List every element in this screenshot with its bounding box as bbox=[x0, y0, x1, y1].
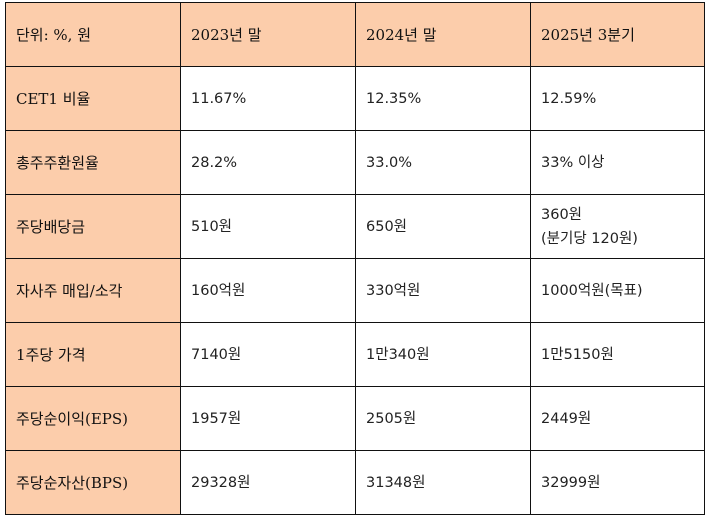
table-row: 자사주 매입/소각 160억원 330억원 1000억원(목표) bbox=[5, 258, 705, 323]
column-header-2025q3: 2025년 3분기 bbox=[530, 2, 705, 67]
row-label: 자사주 매입/소각 bbox=[5, 258, 181, 323]
table-cell: 510원 bbox=[180, 194, 356, 259]
table-cell: 33% 이상 bbox=[530, 130, 705, 195]
table-row: CET1 비율 11.67% 12.35% 12.59% bbox=[5, 66, 705, 131]
table-cell: 29328원 bbox=[180, 450, 356, 515]
table-cell: 2449원 bbox=[530, 386, 705, 451]
header-row: 단위: %, 원 2023년 말 2024년 말 2025년 3분기 bbox=[5, 2, 705, 67]
table-cell: 7140원 bbox=[180, 322, 356, 387]
table-cell: 330억원 bbox=[355, 258, 531, 323]
table-row: 주당순이익(EPS) 1957원 2505원 2449원 bbox=[5, 386, 705, 451]
table-cell: 360원 (분기당 120원) bbox=[530, 194, 705, 259]
row-label: CET1 비율 bbox=[5, 66, 181, 131]
table-cell: 12.59% bbox=[530, 66, 705, 131]
table-cell: 160억원 bbox=[180, 258, 356, 323]
table-cell: 32999원 bbox=[530, 450, 705, 515]
table-row: 주당배당금 510원 650원 360원 (분기당 120원) bbox=[5, 194, 705, 259]
row-label: 주당순자산(BPS) bbox=[5, 450, 181, 515]
table-cell: 11.67% bbox=[180, 66, 356, 131]
table-cell: 31348원 bbox=[355, 450, 531, 515]
row-label: 1주당 가격 bbox=[5, 322, 181, 387]
row-label: 주당배당금 bbox=[5, 194, 181, 259]
table-cell: 2505원 bbox=[355, 386, 531, 451]
table-cell: 1957원 bbox=[180, 386, 356, 451]
unit-header: 단위: %, 원 bbox=[5, 2, 181, 67]
row-label: 주당순이익(EPS) bbox=[5, 386, 181, 451]
table-cell: 28.2% bbox=[180, 130, 356, 195]
cell-value: 360원 bbox=[541, 206, 583, 223]
table-cell: 33.0% bbox=[355, 130, 531, 195]
table-row: 주당순자산(BPS) 29328원 31348원 32999원 bbox=[5, 450, 705, 515]
table-row: 1주당 가격 7140원 1만340원 1만5150원 bbox=[5, 322, 705, 387]
table-cell: 1만340원 bbox=[355, 322, 531, 387]
table-cell: 650원 bbox=[355, 194, 531, 259]
table-cell: 1만5150원 bbox=[530, 322, 705, 387]
shareholder-return-table: 단위: %, 원 2023년 말 2024년 말 2025년 3분기 CET1 … bbox=[5, 2, 705, 515]
cell-note: (분기당 120원) bbox=[541, 230, 638, 247]
row-label: 총주주환원율 bbox=[5, 130, 181, 195]
table-cell: 1000억원(목표) bbox=[530, 258, 705, 323]
column-header-2023: 2023년 말 bbox=[180, 2, 356, 67]
table-cell: 12.35% bbox=[355, 66, 531, 131]
table-row: 총주주환원율 28.2% 33.0% 33% 이상 bbox=[5, 130, 705, 195]
column-header-2024: 2024년 말 bbox=[355, 2, 531, 67]
